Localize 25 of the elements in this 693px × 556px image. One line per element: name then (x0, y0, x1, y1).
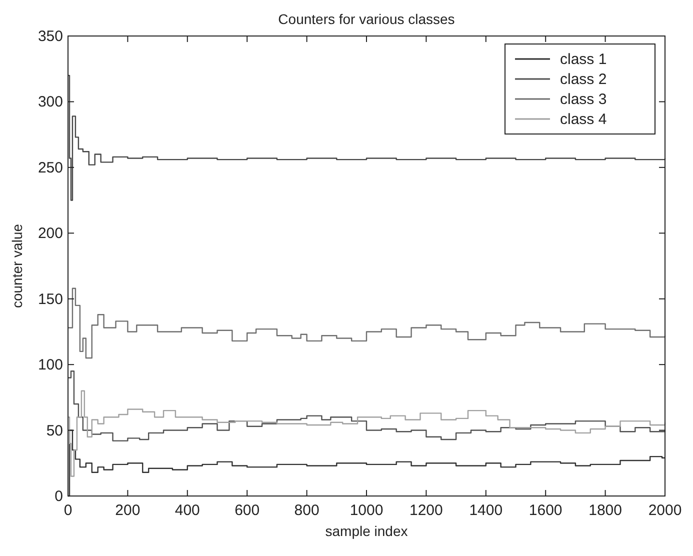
y-tick-label: 350 (38, 28, 63, 45)
y-axis-title: counter value (9, 224, 25, 308)
x-tick-label: 400 (174, 502, 200, 519)
x-tick-label: 1200 (410, 502, 443, 519)
chart-title: Counters for various classes (278, 11, 455, 27)
y-tick-label: 300 (38, 94, 63, 111)
x-tick-label: 1400 (469, 502, 503, 519)
legend-label: class 3 (560, 91, 607, 108)
legend-label: class 1 (560, 51, 607, 68)
y-tick-label: 200 (38, 225, 63, 242)
x-tick-label: 2000 (648, 502, 682, 519)
x-tick-label: 800 (294, 502, 320, 519)
x-tick-label: 1000 (350, 502, 384, 519)
legend-label: class 2 (560, 71, 607, 88)
legend-label: class 4 (560, 111, 607, 128)
x-tick-label: 600 (234, 502, 260, 519)
x-tick-label: 1800 (588, 502, 622, 519)
x-axis-title: sample index (325, 523, 408, 539)
y-tick-label: 150 (38, 290, 63, 308)
x-tick-label: 1600 (528, 502, 562, 519)
x-tick-label: 200 (115, 502, 140, 519)
y-tick-label: 250 (38, 159, 63, 176)
y-tick-label: 0 (54, 488, 63, 505)
y-tick-label: 50 (46, 422, 63, 440)
y-tick-label: 100 (38, 356, 63, 374)
